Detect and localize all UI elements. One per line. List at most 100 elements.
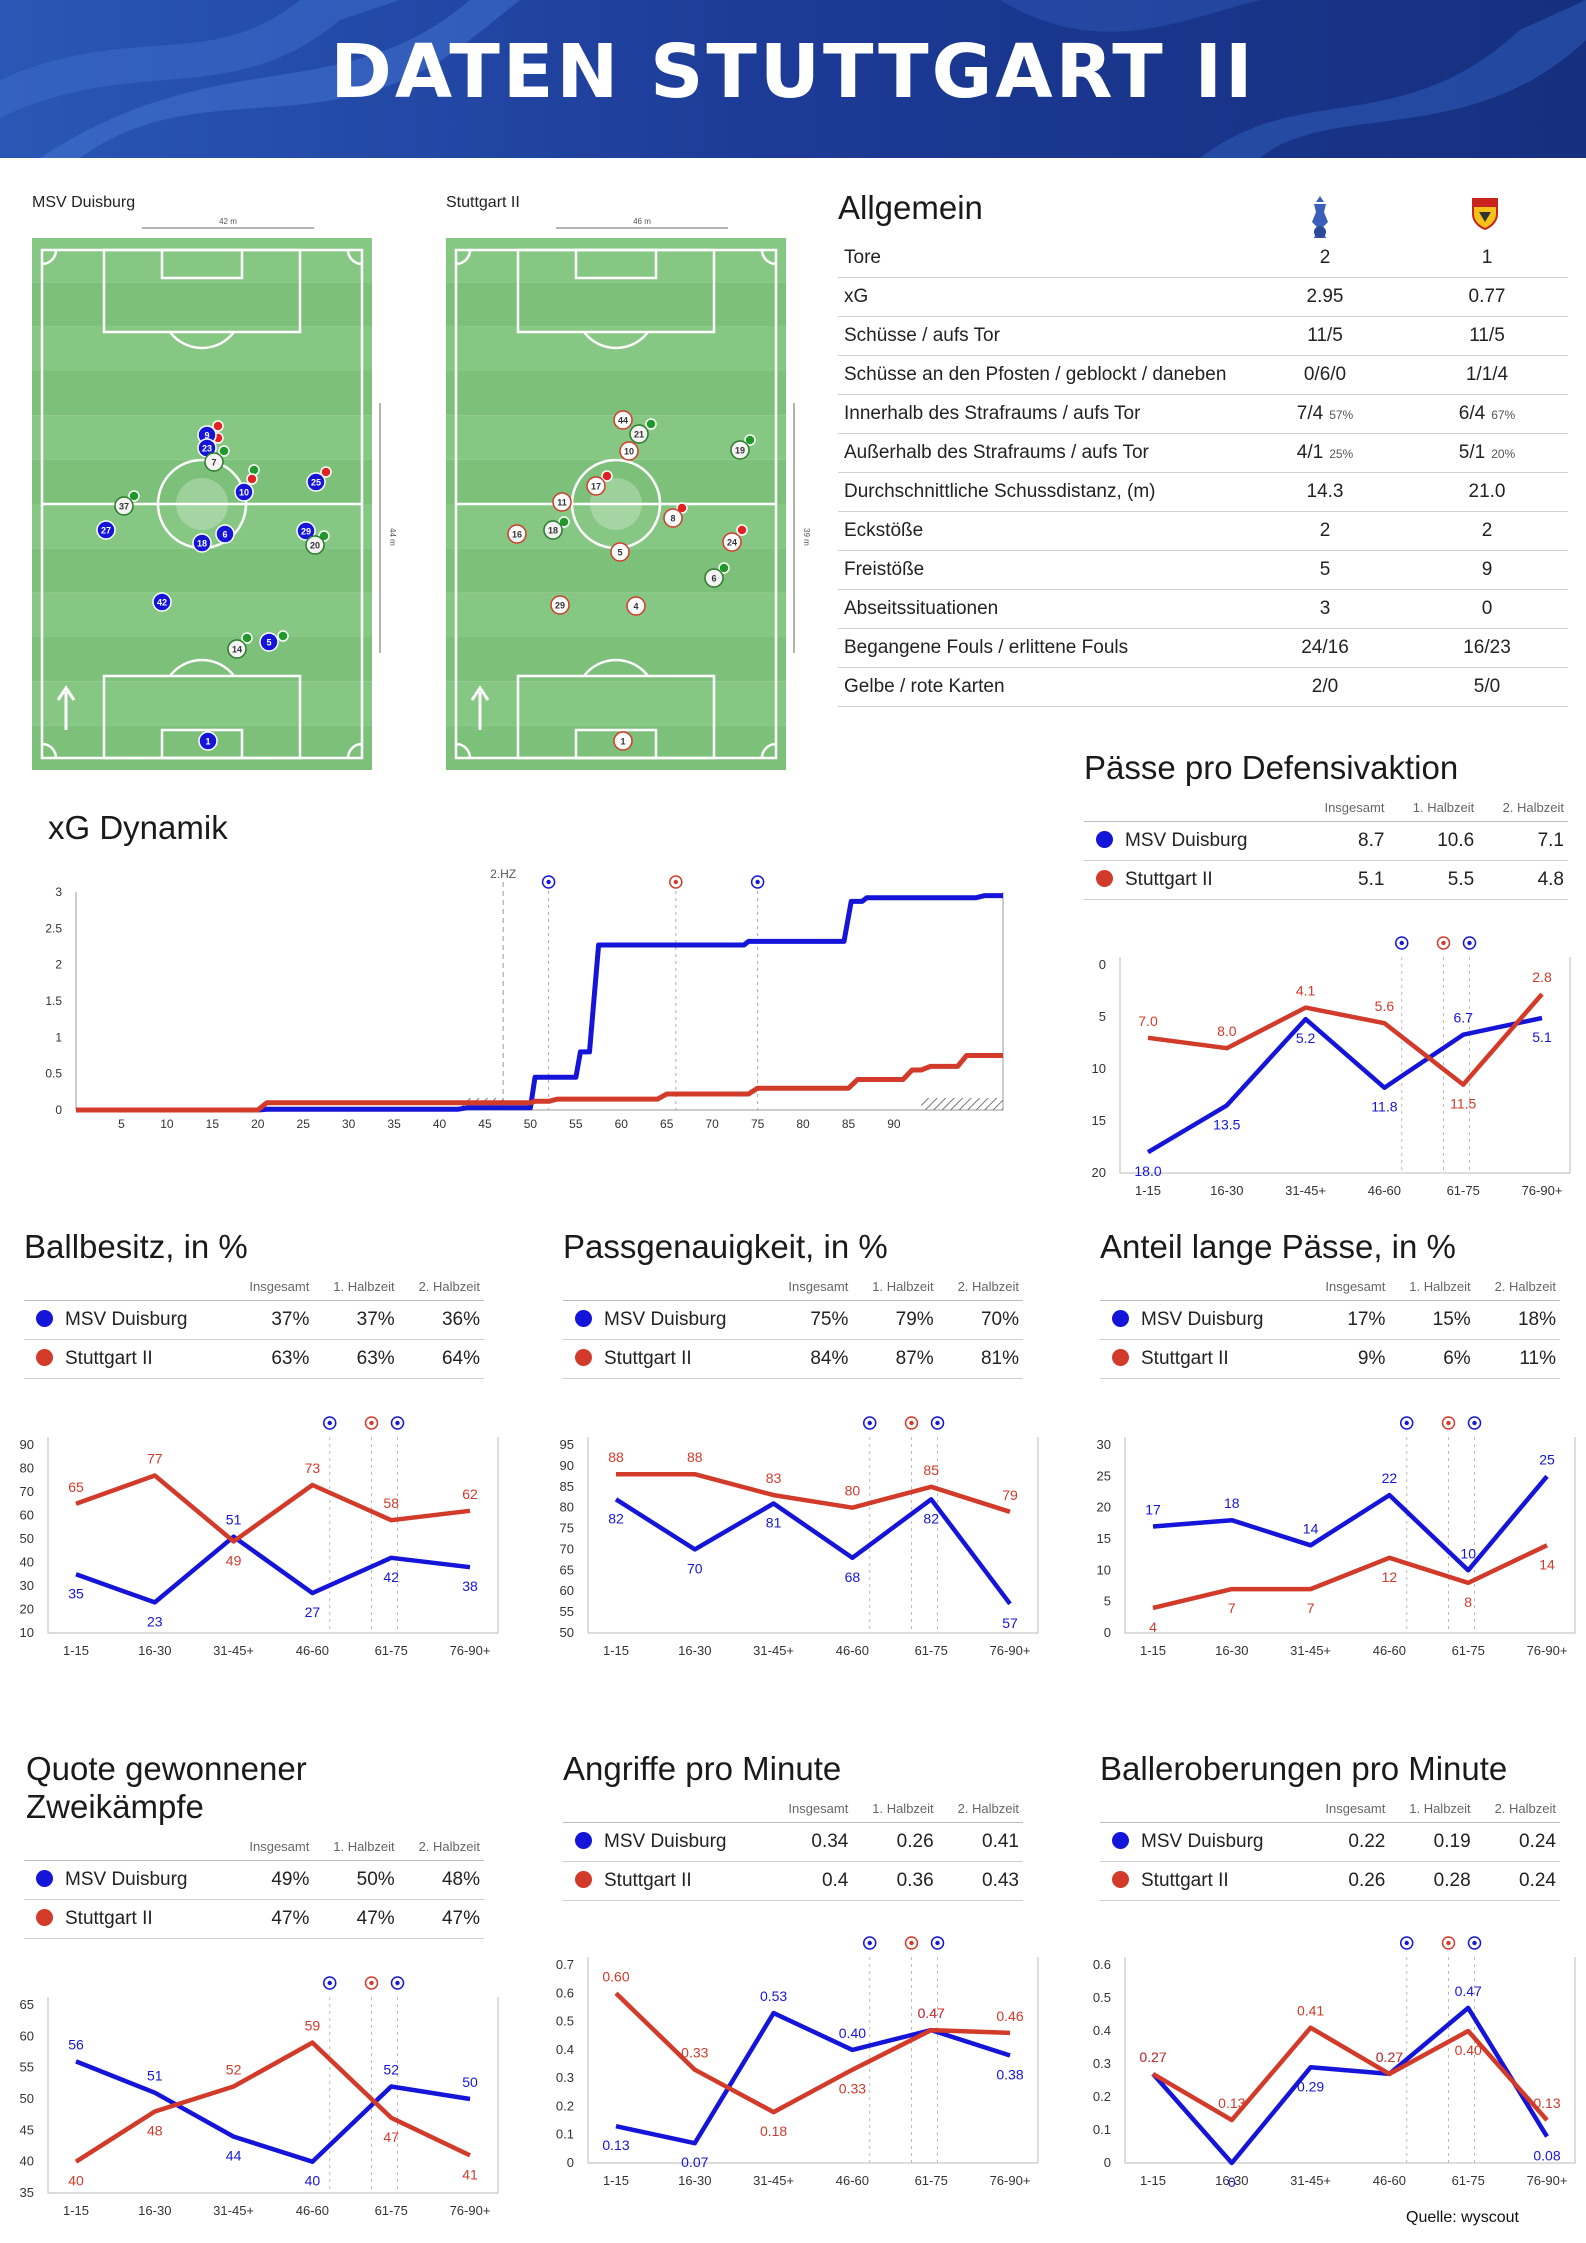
x-tick-label: 1-15 <box>1140 1643 1166 1658</box>
player-number: 1 <box>205 737 210 747</box>
data-label: 44 <box>226 2148 242 2164</box>
data-label: 4 <box>1149 1619 1157 1635</box>
x-tick-label: 31-45+ <box>213 2203 254 2218</box>
y-tick-label: 60 <box>20 1508 34 1523</box>
legend-dot-icon <box>1112 1832 1129 1849</box>
player-circle <box>586 476 606 496</box>
general-row-home: 14.3 <box>1244 472 1406 512</box>
data-label: 10 <box>1460 1545 1476 1561</box>
stat-value: 9% <box>1305 1339 1390 1379</box>
xg-dynamic-chart: 00.511.522.535 10 15 20 25 30 35 40 45 50 55 60 65 70… <box>45 867 1004 1131</box>
legend-dot-icon <box>36 1349 53 1366</box>
general-row-label: Außerhalb des Strafraums / aufs Tor <box>838 433 1244 473</box>
data-label: 52 <box>226 2061 242 2077</box>
data-label: 51 <box>226 1512 242 1528</box>
player-number: 18 <box>548 526 558 536</box>
plot-frame <box>47 1437 499 1634</box>
data-label: 49 <box>226 1552 242 1568</box>
legend-dot-icon <box>1112 1310 1129 1327</box>
player-marker: 19 <box>730 440 750 460</box>
table-row: MSV Duisburg 49% 50% 48% <box>24 1860 484 1900</box>
table-header-row: Insgesamt 1. Halbzeit 2. Halbzeit <box>563 1794 1023 1823</box>
player-number: 17 <box>591 482 601 492</box>
ball-center <box>395 1420 400 1426</box>
player-number: 21 <box>634 430 644 440</box>
player-marker: 44 <box>613 410 633 430</box>
player-circle <box>619 441 639 461</box>
data-label: 0.33 <box>839 2081 866 2097</box>
player-number: 10 <box>239 488 249 498</box>
data-label: 41 <box>462 2166 478 2182</box>
y-tick-label: 90 <box>560 1458 574 1473</box>
general-row-label: Schüsse an den Pfosten / geblockt / dane… <box>838 355 1244 395</box>
player-circle <box>543 520 563 540</box>
y-tick-label: 50 <box>20 2091 34 2106</box>
stat-value: 18% <box>1474 1300 1560 1340</box>
banner-wave-pattern <box>0 0 1586 158</box>
corner-arcs <box>455 249 777 759</box>
duels-title: Quote gewonnener Zweikämpfe <box>26 1750 307 1825</box>
ball-center <box>1467 940 1472 946</box>
data-label: 22 <box>1382 1470 1398 1486</box>
pitch-stripe <box>32 371 372 416</box>
pitch-stripe <box>32 282 372 327</box>
table-row: Stuttgart II 63% 63% 64% <box>24 1339 484 1379</box>
general-row-home: 4/1 25% <box>1244 433 1406 473</box>
general-row: Durchschnittliche Schussdistanz, (m) 14.3… <box>838 472 1568 512</box>
player-marker: 11 <box>552 492 572 512</box>
pass-accuracy-title: Passgenauigkeit, in % <box>563 1228 888 1265</box>
player-marker: 24 <box>722 532 742 552</box>
away-formation-pitch: 44 21 19 10 17 11 8 16 18 5 24 6 29 4 1 46 m 39 m <box>446 217 811 770</box>
player-number: 27 <box>101 526 111 536</box>
player-circle <box>550 595 570 615</box>
data-label: 58 <box>383 1495 399 1511</box>
y-tick-label: 60 <box>560 1583 574 1598</box>
x-tick-label: 31-45+ <box>213 1643 254 1658</box>
table-header: 1. Halbzeit <box>1389 1272 1475 1301</box>
table-header: 2. Halbzeit <box>1478 793 1568 822</box>
team-name: Stuttgart II <box>604 1870 692 1891</box>
general-row: Abseitssituationen 3 0 <box>838 589 1568 629</box>
player-number: 16 <box>512 530 522 540</box>
data-label: 79 <box>1002 1487 1018 1503</box>
general-row-label: Tore <box>838 239 1244 278</box>
stat-value: 79% <box>852 1300 938 1340</box>
general-row-away: 0.77 <box>1406 277 1568 317</box>
goal-ball-icon <box>862 1936 877 1950</box>
table-header: 2. Halbzeit <box>937 1272 1023 1301</box>
data-label: 77 <box>147 1451 163 1467</box>
general-row-home: 2.95 <box>1244 277 1406 317</box>
table-header: Insgesamt <box>229 1832 314 1861</box>
series-line-home <box>614 1497 1012 1606</box>
pitch-stripe <box>446 725 786 770</box>
event-badge-icon <box>558 516 570 528</box>
data-label: 8.0 <box>1217 1023 1237 1039</box>
home-team-label: MSV Duisburg <box>32 194 136 211</box>
general-row: Begangene Fouls / erlittene Fouls 24/16 16… <box>838 628 1568 668</box>
data-label: 7 <box>1228 1600 1236 1616</box>
stat-value: 37% <box>229 1300 314 1340</box>
data-label: 0.33 <box>681 2045 708 2061</box>
x-tick-label: 1-15 <box>1135 1183 1161 1198</box>
table-header: 1. Halbzeit <box>852 1272 938 1301</box>
table-header: Insgesamt <box>768 1272 853 1301</box>
series-line-away <box>1152 1543 1548 1611</box>
data-label: 11.5 <box>1450 1096 1476 1112</box>
general-row-home: 3 <box>1244 589 1406 629</box>
team-name-cell: Stuttgart II <box>24 1899 230 1939</box>
event-badge-icon <box>320 466 332 478</box>
table-header-row: Insgesamt 1. Halbzeit 2. Halbzeit <box>563 1272 1023 1301</box>
x-tick-label: 61-75 <box>1447 1183 1480 1198</box>
player-number: 29 <box>301 527 311 537</box>
y-tick-label: 55 <box>560 1604 574 1619</box>
attacks-table: Insgesamt 1. Halbzeit 2. Halbzeit MSV Duisb… <box>563 1794 1023 1901</box>
data-label: 80 <box>845 1483 861 1499</box>
player-circle <box>96 520 116 540</box>
stat-value: 37% <box>313 1300 399 1340</box>
y-tick-label: 0 <box>567 2155 574 2170</box>
bottom-goal-box <box>160 728 244 760</box>
x-tick-label: 31-45+ <box>1290 1643 1331 1658</box>
duels-table: Insgesamt 1. Halbzeit 2. Halbzeit MSV Duisb… <box>24 1832 484 1939</box>
y-tick-label: 0 <box>1099 957 1106 972</box>
player-number: 9 <box>204 431 209 441</box>
